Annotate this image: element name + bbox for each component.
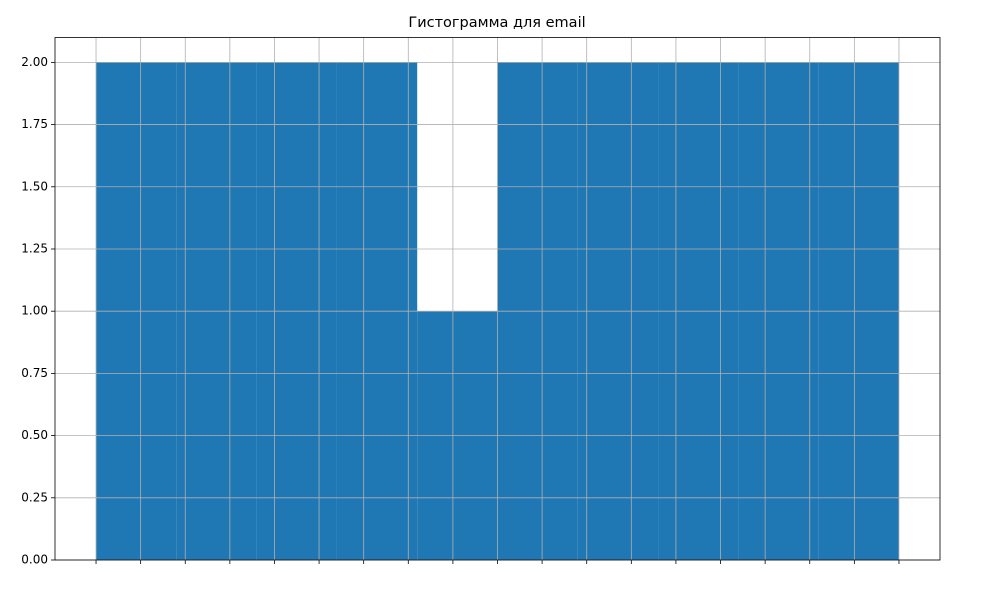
y-tick-label: 1.50: [21, 179, 48, 193]
y-tick-label: 1.25: [21, 241, 48, 255]
y-tick-label: 0.00: [21, 553, 48, 567]
y-tick-label: 0.75: [21, 366, 48, 380]
y-tick-label: 1.75: [21, 117, 48, 131]
plot-frame: [54, 37, 941, 561]
chart-title: Гистограмма для email: [408, 15, 585, 31]
y-tick-label: 2.00: [21, 55, 48, 69]
y-tick-label: 0.25: [21, 490, 48, 504]
y-tick-label: 1.00: [21, 304, 48, 318]
y-tick-label: 0.50: [21, 428, 48, 442]
